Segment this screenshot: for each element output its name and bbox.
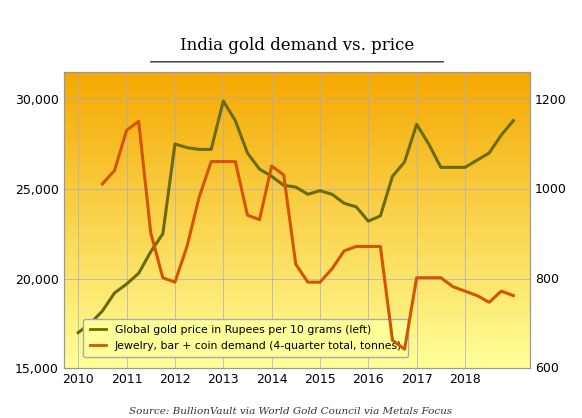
Text: Source: BullionVault via World Gold Council via Metals Focus: Source: BullionVault via World Gold Coun… [129, 407, 453, 416]
Text: India gold demand vs. price: India gold demand vs. price [180, 38, 414, 54]
Legend: Global gold price in Rupees per 10 grams (left), Jewelry, bar + coin demand (4-q: Global gold price in Rupees per 10 grams… [83, 319, 409, 357]
